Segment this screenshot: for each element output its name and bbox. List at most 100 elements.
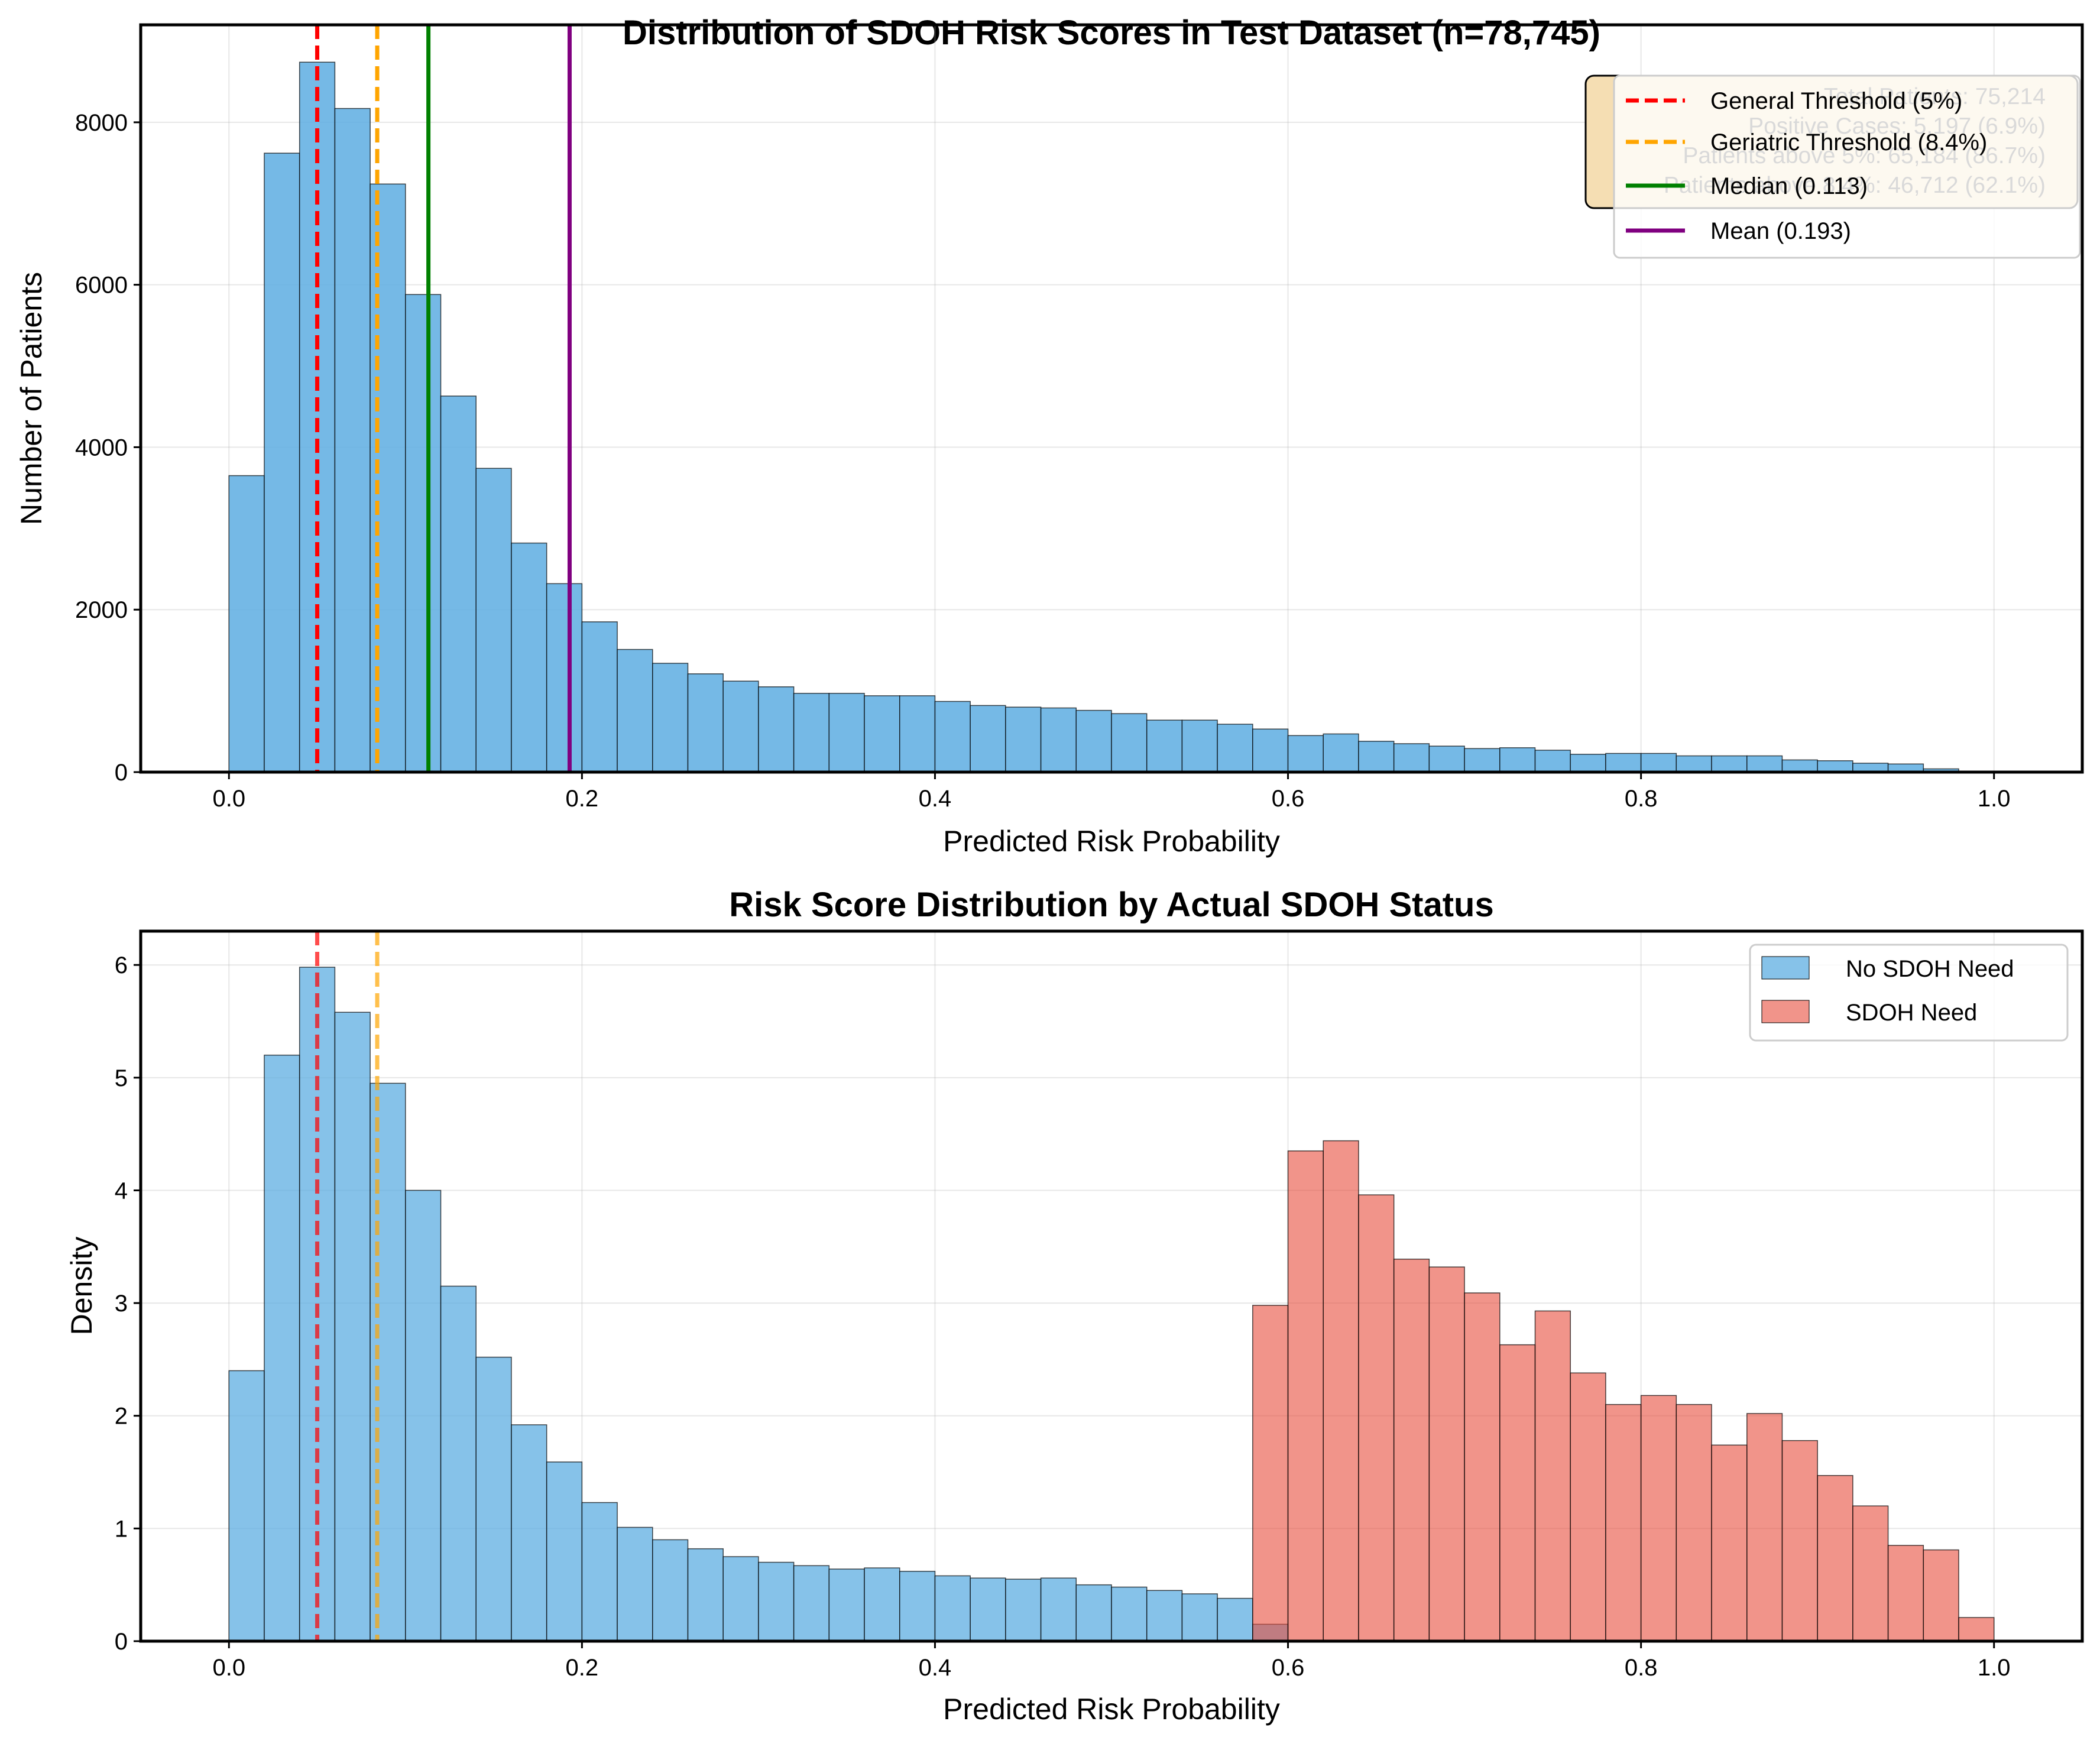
sdoh-need-bar — [1252, 1305, 1289, 1642]
all-patients-bar — [1287, 735, 1324, 773]
no-sdoh-need-bar — [546, 1461, 583, 1642]
sdoh-need-bar — [1746, 1413, 1783, 1642]
sdoh-need-bar — [1852, 1505, 1889, 1642]
no-sdoh-need-bar — [405, 1189, 442, 1642]
legend-label-no-sdoh: No SDOH Need — [1846, 956, 2014, 982]
all-patients-bar — [1111, 713, 1148, 773]
top-y-ticks: 0 2000 4000 6000 8000 — [75, 110, 141, 786]
all-patients-bar — [899, 695, 936, 773]
all-patients-bar — [581, 621, 618, 773]
no-sdoh-need-bar — [1146, 1590, 1183, 1642]
top-x-ticks: 0.0 0.2 0.4 0.6 0.8 1.0 — [212, 772, 2011, 812]
x-tick-label: 0.2 — [566, 786, 599, 812]
bottom-reference-lines — [315, 931, 380, 1641]
all-patients-bar — [264, 153, 300, 773]
no-sdoh-need-bar — [1217, 1597, 1253, 1642]
y-tick-label: 6000 — [75, 273, 128, 299]
top-reference-lines — [315, 25, 572, 772]
legend-swatch-sdoh — [1761, 1000, 1810, 1023]
top-y-axis-label: Number of Patients — [15, 272, 48, 525]
all-patients-bar — [793, 692, 830, 773]
all-patients-bar — [475, 468, 512, 773]
sdoh-need-bar — [1323, 1140, 1359, 1642]
all-patients-bar — [1605, 753, 1642, 773]
x-tick-label: 0.4 — [919, 786, 952, 812]
x-tick-label: 0.0 — [212, 1655, 245, 1681]
x-tick-label: 0.2 — [566, 1655, 599, 1681]
bottom-y-axis-label: Density — [65, 1237, 98, 1336]
no-sdoh-need-bar — [1111, 1586, 1148, 1642]
x-tick-label: 0.6 — [1272, 1655, 1305, 1681]
y-tick-label: 4 — [115, 1178, 128, 1204]
y-tick-label: 0 — [115, 1629, 128, 1655]
all-patients-bar — [617, 649, 653, 773]
all-patients-bar — [546, 583, 583, 773]
all-patients-bar — [1640, 753, 1677, 773]
sdoh-need-bar — [1923, 1549, 1959, 1642]
all-patients-bar — [1393, 743, 1430, 773]
sdoh-need-bar — [1711, 1444, 1748, 1642]
sdoh-need-bar — [1958, 1617, 1995, 1642]
legend-label-mean: Mean (0.193) — [1710, 218, 1851, 244]
sdoh-need-bar — [1676, 1404, 1712, 1642]
top-legend: General Threshold (5%) Geriatric Thresho… — [1613, 74, 2081, 259]
x-tick-label: 1.0 — [1978, 1655, 2011, 1681]
all-patients-bar — [1252, 728, 1289, 773]
no-sdoh-need-bar — [828, 1568, 865, 1642]
no-sdoh-need-bar — [228, 1370, 265, 1642]
sdoh-need-bar — [1640, 1395, 1677, 1642]
all-patients-bar — [1358, 741, 1395, 773]
all-patients-bar — [299, 61, 336, 773]
all-patients-bar — [1499, 747, 1536, 773]
all-patients-bar — [440, 396, 477, 773]
all-patients-bar — [687, 673, 724, 773]
no-sdoh-need-bar — [617, 1526, 653, 1642]
legend-label-general: General Threshold (5%) — [1710, 88, 1962, 114]
bottom-panel: Risk Score Distribution by Actual SDOH S… — [65, 886, 2084, 1726]
sdoh-need-bar — [1287, 1150, 1324, 1642]
no-sdoh-need-bar — [934, 1575, 971, 1642]
bottom-y-ticks: 0 1 2 3 4 5 6 — [115, 952, 141, 1655]
no-sdoh-need-bar — [475, 1356, 512, 1642]
all-patients-bar — [1040, 707, 1077, 773]
all-patients-bar — [370, 183, 406, 773]
x-tick-label: 0.0 — [212, 786, 245, 812]
y-tick-label: 3 — [115, 1291, 128, 1317]
y-tick-label: 0 — [115, 760, 128, 786]
all-patients-bar — [1534, 750, 1571, 773]
no-sdoh-need-bar — [264, 1054, 300, 1642]
no-sdoh-need-bar — [1005, 1579, 1042, 1642]
all-patients-bar — [334, 108, 371, 773]
all-patients-bar — [1323, 733, 1359, 773]
no-sdoh-need-bar — [1040, 1577, 1077, 1642]
y-tick-label: 4000 — [75, 435, 128, 461]
sdoh-need-bar — [1393, 1258, 1430, 1642]
sdoh-need-bar — [1499, 1344, 1536, 1642]
x-tick-label: 0.6 — [1272, 786, 1305, 812]
no-sdoh-need-bar — [758, 1561, 795, 1642]
all-patients-bar — [1005, 706, 1042, 773]
bottom-chart-title: Risk Score Distribution by Actual SDOH S… — [729, 886, 1493, 924]
no-sdoh-need-bar — [970, 1577, 1006, 1642]
all-patients-bar — [758, 686, 795, 773]
no-sdoh-need-bar — [652, 1539, 689, 1642]
all-patients-bar — [970, 705, 1006, 773]
legend-label-geriatric: Geriatric Threshold (8.4%) — [1710, 129, 1987, 155]
no-sdoh-need-bar — [722, 1556, 759, 1642]
sdoh-need-bar — [1428, 1266, 1465, 1642]
no-sdoh-need-bar — [440, 1285, 477, 1642]
no-sdoh-need-bar — [370, 1082, 406, 1642]
top-x-axis-label: Predicted Risk Probability — [943, 825, 1280, 858]
all-patients-bar — [652, 663, 689, 773]
all-patients-bar — [1181, 719, 1218, 773]
y-tick-label: 2000 — [75, 597, 128, 623]
no-sdoh-need-bar — [334, 1012, 371, 1642]
all-patients-bar — [1746, 755, 1783, 773]
legend-swatch-no-sdoh — [1761, 956, 1810, 980]
all-patients-bar — [1075, 709, 1112, 773]
all-patients-bar — [1817, 760, 1853, 773]
all-patients-bar — [511, 542, 547, 773]
all-patients-bar — [1781, 759, 1818, 773]
legend-label-sdoh: SDOH Need — [1846, 1000, 1977, 1026]
